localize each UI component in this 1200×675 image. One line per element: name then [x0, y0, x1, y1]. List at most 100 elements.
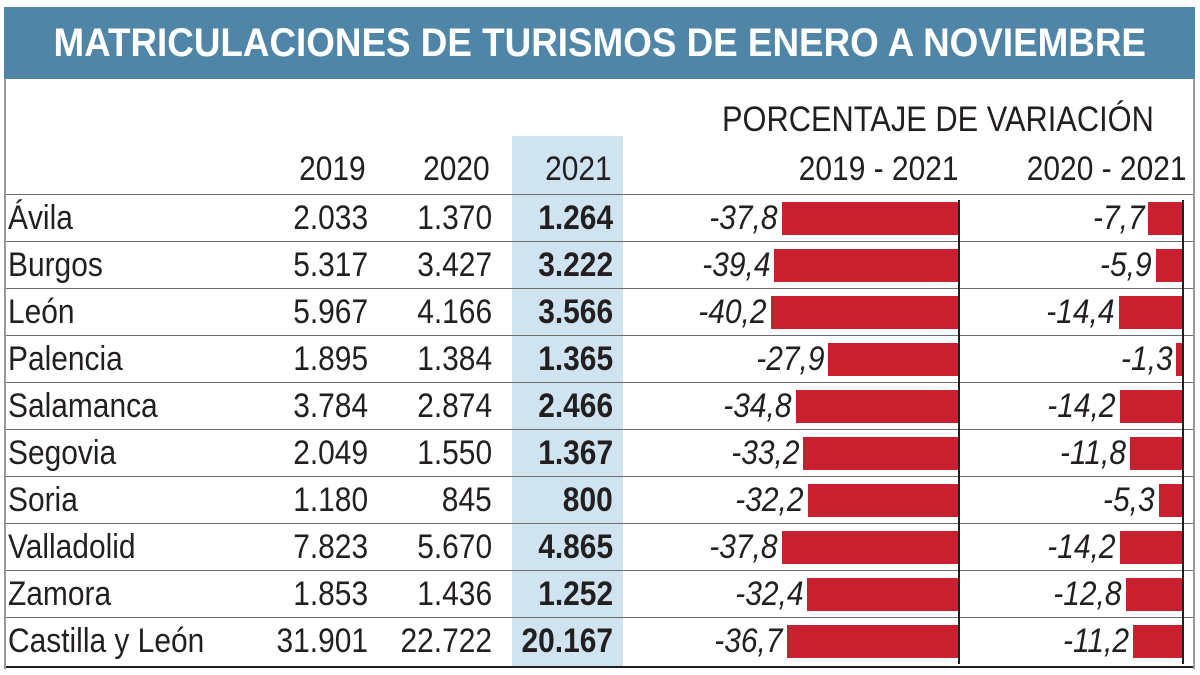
value-2020: 3.427: [417, 246, 492, 284]
bar-variation-2019-2021: [781, 202, 958, 235]
value-2020: 2.874: [417, 387, 492, 425]
value-2019: 3.784: [293, 387, 368, 425]
label-variation-2020-2021: -11,8: [1060, 434, 1127, 472]
bar-variation-2019-2021: [770, 296, 958, 329]
region-name: Zamora: [8, 575, 112, 613]
label-variation-2020-2021: -14,2: [1047, 387, 1116, 425]
bar-variation-2020-2021: [1156, 249, 1182, 282]
value-2020: 4.166: [417, 293, 492, 331]
bottom-rule: [6, 666, 1193, 668]
bar-variation-2020-2021: [1176, 343, 1182, 376]
region-name: Salamanca: [8, 387, 158, 425]
row-divider: [6, 288, 1193, 289]
value-2019: 31.901: [276, 622, 368, 660]
value-2020: 1.436: [417, 575, 492, 613]
bar-variation-2020-2021: [1125, 578, 1182, 611]
value-2019: 5.317: [293, 246, 368, 284]
value-2021: 2.466: [538, 387, 613, 425]
label-variation-2019-2021: -32,4: [734, 575, 804, 613]
left-border: [4, 79, 6, 669]
label-variation-2020-2021: -14,4: [1046, 293, 1115, 331]
header-year-2020: 2020: [423, 150, 490, 188]
value-2019: 1.895: [293, 340, 368, 378]
row-divider: [6, 429, 1193, 430]
region-name: Valladolid: [8, 528, 136, 566]
row-divider: [6, 194, 1193, 195]
highlight-column-2021: [512, 136, 623, 666]
axis-2020-2021: [1182, 200, 1184, 664]
value-2021: 3.566: [538, 293, 613, 331]
region-name: Castilla y León: [8, 622, 205, 660]
header-year-2021: 2021: [545, 150, 612, 188]
value-2019: 7.823: [293, 528, 368, 566]
label-variation-2020-2021: -12,8: [1053, 575, 1122, 613]
label-variation-2019-2021: -33,2: [731, 434, 800, 472]
label-variation-2019-2021: -27,9: [755, 340, 824, 378]
value-2019: 1.853: [293, 575, 368, 613]
title-bar: MATRICULACIONES DE TURISMOS DE ENERO A N…: [4, 7, 1195, 79]
row-divider: [6, 617, 1193, 618]
row-divider: [6, 476, 1193, 477]
label-variation-2019-2021: -32,2: [735, 481, 804, 519]
region-name: Segovia: [8, 434, 117, 472]
row-divider: [6, 523, 1193, 524]
bar-variation-2019-2021: [795, 390, 958, 423]
row-divider: [6, 570, 1193, 571]
label-variation-2019-2021: -40,2: [698, 293, 767, 331]
bar-variation-2019-2021: [807, 578, 958, 611]
label-variation-2019-2021: -39,4: [702, 246, 771, 284]
label-variation-2020-2021: -5,9: [1100, 246, 1153, 284]
value-2021: 1.252: [538, 575, 613, 613]
value-2021: 1.365: [538, 340, 613, 378]
label-variation-2019-2021: -37,8: [709, 528, 778, 566]
value-2021: 3.222: [538, 246, 613, 284]
axis-2019-2021: [958, 200, 960, 664]
region-name: León: [8, 293, 75, 331]
label-variation-2020-2021: -5,3: [1103, 481, 1155, 519]
value-2020: 1.384: [417, 340, 492, 378]
row-divider: [6, 382, 1193, 383]
value-2020: 1.550: [417, 434, 492, 472]
region-name: Burgos: [8, 246, 103, 284]
value-2021: 20.167: [521, 622, 613, 660]
value-2019: 2.033: [293, 199, 368, 237]
region-name: Palencia: [8, 340, 123, 378]
bar-variation-2020-2021: [1118, 296, 1182, 329]
variation-title: PORCENTAJE DE VARIACIÓN: [722, 100, 1154, 139]
label-variation-2020-2021: -14,2: [1047, 528, 1116, 566]
bar-variation-2019-2021: [786, 625, 958, 658]
label-variation-2020-2021: -11,2: [1062, 622, 1129, 660]
value-2020: 22.722: [400, 622, 492, 660]
bar-variation-2020-2021: [1148, 202, 1182, 235]
bar-variation-2020-2021: [1132, 625, 1182, 658]
bar-variation-2019-2021: [774, 249, 958, 282]
bar-variation-2019-2021: [781, 531, 958, 564]
value-2020: 1.370: [417, 199, 492, 237]
bar-variation-2020-2021: [1119, 390, 1182, 423]
value-2019: 1.180: [293, 481, 368, 519]
bar-variation-2020-2021: [1158, 484, 1182, 517]
label-variation-2020-2021: -7,7: [1092, 199, 1145, 237]
value-2021: 800: [563, 481, 613, 519]
value-2021: 1.264: [538, 199, 613, 237]
region-name: Ávila: [8, 199, 73, 237]
value-2019: 5.967: [293, 293, 368, 331]
value-2021: 4.865: [538, 528, 613, 566]
value-2020: 845: [442, 481, 492, 519]
label-variation-2019-2021: -37,8: [709, 199, 778, 237]
bar-variation-2020-2021: [1130, 437, 1182, 470]
header-variation-2019-2021: 2019 - 2021: [798, 150, 958, 188]
region-name: Soria: [8, 481, 78, 519]
bar-variation-2019-2021: [827, 343, 958, 376]
row-divider: [6, 335, 1193, 336]
header-variation-2020-2021: 2020 - 2021: [1026, 150, 1186, 188]
value-2020: 5.670: [417, 528, 492, 566]
value-2019: 2.049: [293, 434, 368, 472]
bar-variation-2019-2021: [803, 437, 958, 470]
bar-variation-2019-2021: [807, 484, 958, 517]
label-variation-2019-2021: -36,7: [714, 622, 783, 660]
bar-variation-2020-2021: [1119, 531, 1182, 564]
header-year-2019: 2019: [299, 150, 366, 188]
value-2021: 1.367: [538, 434, 613, 472]
